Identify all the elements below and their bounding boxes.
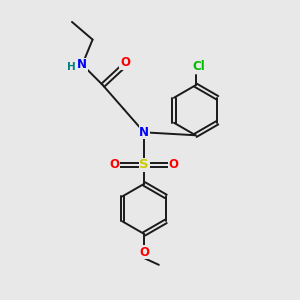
Text: Cl: Cl [192,61,205,74]
Text: O: O [139,246,149,259]
Text: O: O [110,158,120,171]
Text: H: H [67,62,76,72]
Text: N: N [77,58,87,71]
Text: S: S [139,158,149,171]
Text: O: O [169,158,178,171]
Text: O: O [120,56,130,69]
Text: N: N [139,126,149,139]
